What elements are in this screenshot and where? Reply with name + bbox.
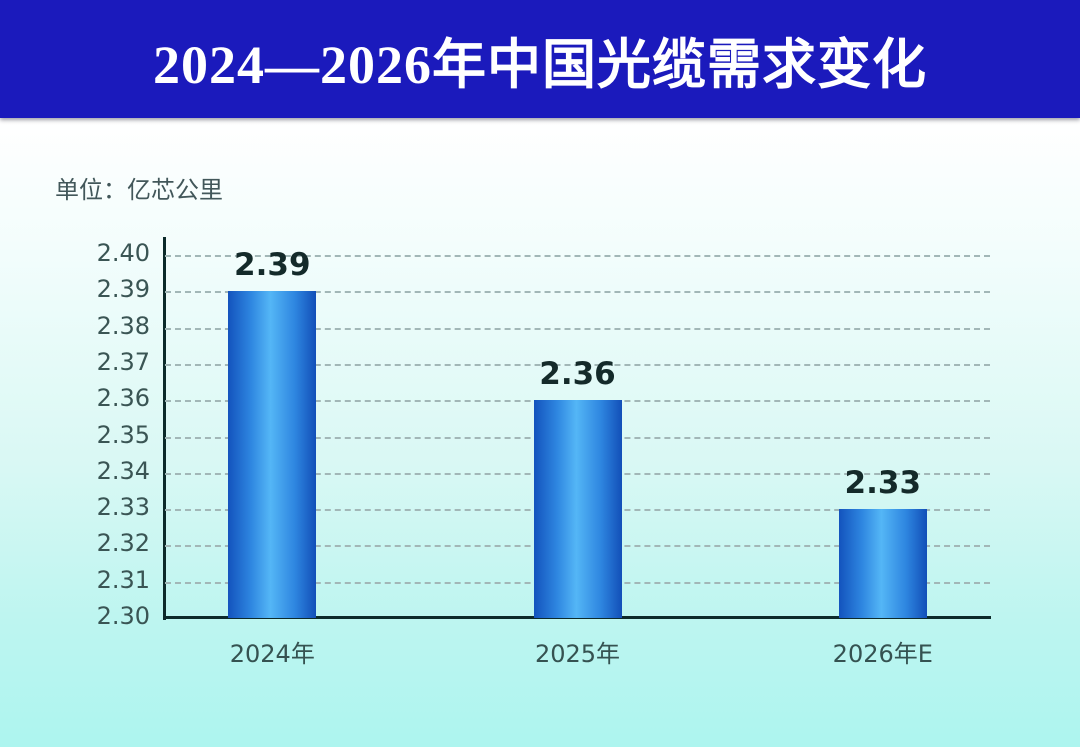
y-tick-label: 2.36 bbox=[96, 384, 150, 413]
y-tick-label: 2.32 bbox=[96, 529, 150, 558]
chart-title: 2024—2026年中国光缆需求变化 bbox=[153, 34, 927, 95]
y-tick-label: 2.34 bbox=[96, 456, 150, 485]
bar-value-label: 2.33 bbox=[844, 465, 922, 502]
bar-value-label: 2.39 bbox=[234, 247, 311, 284]
y-tick-label: 2.40 bbox=[96, 239, 150, 267]
y-tick-label: 2.39 bbox=[96, 275, 150, 304]
y-tick-label: 2.38 bbox=[96, 311, 150, 340]
y-tick-label: 2.31 bbox=[96, 565, 150, 594]
y-tick-label: 2.33 bbox=[96, 493, 150, 522]
x-tick-label: 2025年 bbox=[534, 640, 621, 668]
unit-label: 单位：亿芯公里 bbox=[55, 176, 223, 204]
gridline bbox=[165, 291, 990, 294]
bar-value-label: 2.36 bbox=[539, 356, 616, 393]
y-tick-label: 2.37 bbox=[96, 347, 150, 376]
bar-2024年 bbox=[228, 291, 317, 618]
plot-area: 2.39 2024年 2.36 2025年 2.33 2026年E bbox=[165, 247, 990, 668]
chart-background: 单位：亿芯公里 2.39 2024年 2.36 2025年 2.33 2026年E 2.4… bbox=[0, 118, 1080, 747]
y-tick-label: 2.35 bbox=[96, 420, 150, 449]
title-banner: 2024—2026年中国光缆需求变化 bbox=[0, 0, 1080, 118]
x-tick-label: 2024年 bbox=[229, 640, 315, 668]
bar-2026年E bbox=[838, 509, 927, 618]
x-tick-label: 2026年E bbox=[832, 640, 933, 668]
y-axis-line bbox=[163, 237, 166, 620]
gridline bbox=[165, 327, 990, 330]
gridline bbox=[165, 363, 990, 366]
gridline bbox=[165, 255, 990, 257]
bar-2025年 bbox=[533, 400, 622, 618]
y-tick-label: 2.30 bbox=[96, 602, 150, 630]
